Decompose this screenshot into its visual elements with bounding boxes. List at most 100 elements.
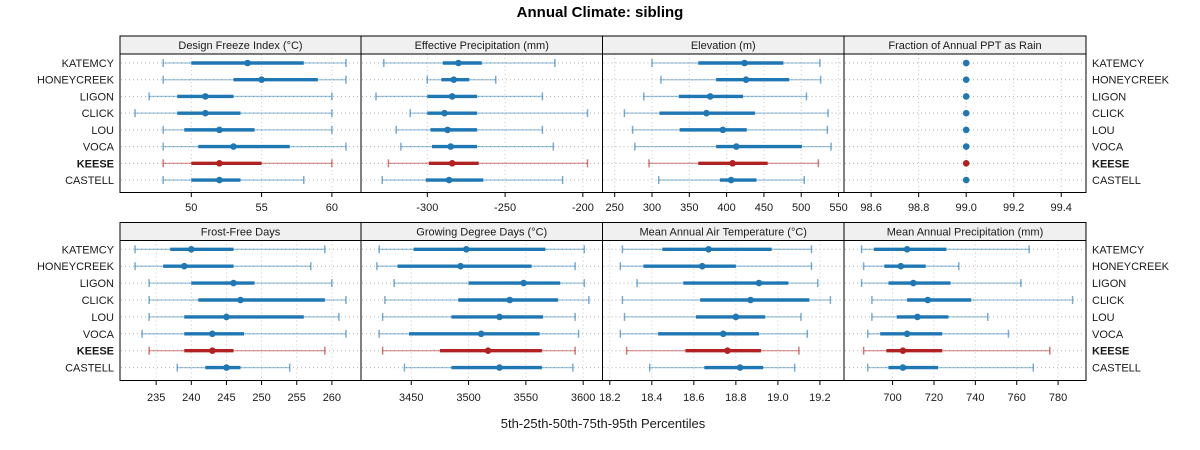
site-label-left: CLICK (82, 295, 115, 307)
panel-strip-title: Elevation (m) (691, 40, 756, 52)
axis-tick-label: -250 (494, 202, 516, 214)
median-dot (741, 59, 748, 67)
panel-strip-title: Growing Degree Days (°C) (416, 227, 547, 239)
median-dot (962, 176, 970, 184)
median-dot (455, 59, 462, 67)
axis-tick-label: 700 (883, 392, 901, 404)
site-label-left: CASTELL (65, 175, 114, 187)
axis-tick-label: 720 (925, 392, 943, 404)
site-label-left: KEESE (77, 346, 114, 358)
axis-tick-label: 98.8 (908, 202, 929, 214)
axis-tick-label: 760 (1008, 392, 1026, 404)
median-dot (444, 126, 451, 134)
median-dot (719, 330, 727, 338)
panel-border (360, 53, 603, 193)
median-dot (230, 279, 237, 287)
panel-border (602, 53, 845, 193)
axis-tick-label: 55 (255, 202, 267, 214)
site-label-right: LIGON (1092, 278, 1126, 290)
median-dot (899, 347, 907, 355)
median-dot (209, 330, 216, 338)
site-label-left: KATEMCY (62, 58, 115, 70)
site-label-right: LOU (1092, 312, 1115, 324)
median-dot (747, 296, 754, 304)
site-label-right: KEESE (1092, 346, 1129, 358)
median-dot (216, 160, 223, 167)
median-dot (441, 109, 448, 117)
median-dot (962, 76, 970, 84)
median-dot (216, 176, 223, 184)
median-dot (223, 313, 230, 321)
axis-tick-label: 255 (288, 392, 306, 404)
panel-strip-title: Fraction of Annual PPT as Rain (888, 40, 1041, 52)
median-dot (448, 93, 456, 100)
median-dot (496, 364, 503, 371)
median-dot (914, 313, 921, 321)
panel-border (843, 240, 1087, 381)
median-dot (258, 76, 265, 84)
panel-border (602, 240, 845, 381)
axis-tick-label: 3500 (456, 392, 480, 404)
axis-tick-label: 245 (217, 392, 235, 404)
site-label-left: LOU (91, 125, 114, 137)
median-dot (962, 59, 970, 67)
axis-tick-label: 99.2 (1003, 202, 1024, 214)
median-dot (909, 279, 917, 287)
site-label-left: HONEYCREEK (37, 261, 115, 273)
median-dot (706, 93, 714, 100)
axis-tick-label: 18.4 (641, 392, 662, 404)
median-dot (899, 364, 907, 371)
site-label-right: HONEYCREEK (1092, 75, 1170, 87)
axis-tick-label: 250 (252, 392, 270, 404)
site-label-right: CLICK (1092, 295, 1125, 307)
axis-tick-label: -300 (416, 202, 438, 214)
median-dot (477, 330, 485, 338)
site-label-left: KATEMCY (62, 244, 115, 256)
axis-tick-label: 99.0 (955, 202, 976, 214)
panel-border (843, 53, 1087, 193)
site-label-right: KATEMCY (1092, 58, 1145, 70)
axis-tick-label: -200 (572, 202, 594, 214)
median-dot (244, 59, 251, 67)
median-dot (962, 126, 970, 134)
median-dot (755, 279, 763, 287)
median-dot (742, 76, 750, 84)
median-dot (462, 246, 470, 253)
site-label-right: VOCA (1092, 142, 1124, 154)
axis-tick-label: 19.0 (767, 392, 788, 404)
panel-strip-title: Mean Annual Air Temperature (°C) (640, 227, 807, 239)
axis-tick-label: 19.2 (809, 392, 830, 404)
axis-tick-label: 740 (966, 392, 984, 404)
panel-border (119, 53, 362, 193)
median-dot (903, 246, 911, 253)
median-dot (962, 143, 970, 150)
median-dot (216, 126, 223, 134)
site-label-right: KATEMCY (1092, 244, 1145, 256)
median-dot (962, 109, 970, 117)
axis-tick-label: 18.2 (599, 392, 620, 404)
median-dot (924, 296, 932, 304)
median-dot (202, 109, 209, 117)
figure-title: Annual Climate: sibling (516, 4, 684, 21)
axis-tick-label: 250 (606, 202, 624, 214)
panel-strip-title: Effective Precipitation (mm) (415, 40, 549, 52)
site-label-left: KEESE (77, 158, 114, 170)
axis-tick-label: 99.4 (1051, 202, 1072, 214)
site-label-left: CASTELL (65, 363, 114, 375)
axis-tick-label: 235 (147, 392, 165, 404)
median-dot (447, 143, 454, 150)
site-label-left: LIGON (80, 278, 114, 290)
median-dot (736, 364, 744, 371)
axis-tick-label: 550 (829, 202, 847, 214)
site-label-left: VOCA (83, 329, 115, 341)
panel-strip-title: Frost-Free Days (201, 227, 281, 239)
site-label-right: CLICK (1092, 108, 1125, 120)
median-dot (733, 143, 740, 150)
median-dot (705, 246, 712, 253)
median-dot (729, 160, 736, 167)
site-label-right: CASTELL (1092, 363, 1141, 375)
median-dot (237, 296, 244, 304)
median-dot (496, 313, 503, 321)
panel-strip-title: Design Freeze Index (°C) (178, 40, 302, 52)
